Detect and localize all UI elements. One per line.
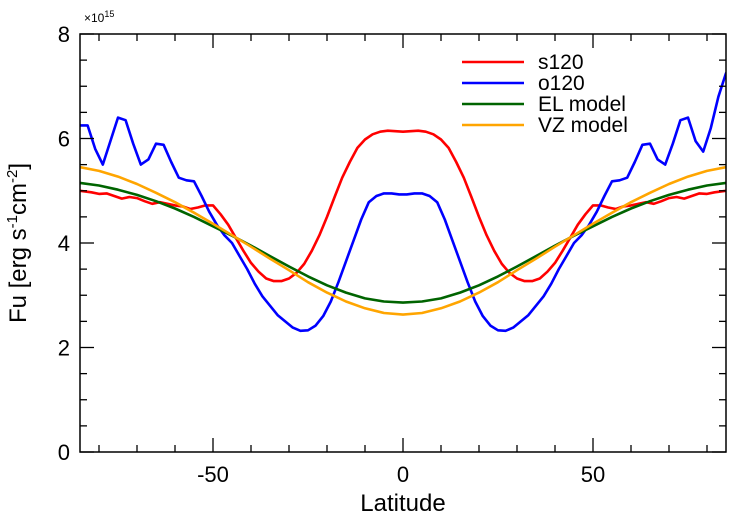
series-line-vz-model [80, 165, 726, 316]
series-layer [80, 71, 726, 333]
y-tick-label: 6 [58, 127, 70, 152]
series-line-s120 [80, 129, 726, 283]
legend-label: s120 [538, 51, 584, 74]
series-line-el-model [80, 181, 726, 304]
y-tick-label: 0 [58, 440, 70, 465]
x-tick-label: 50 [581, 462, 605, 487]
legend-label: EL model [538, 93, 626, 116]
x-axis-title: Latitude [360, 490, 445, 516]
y-tick-label: 8 [58, 22, 70, 47]
plot-frame [79, 33, 727, 453]
x-tick-label: -50 [197, 462, 229, 487]
y-tick-label: 2 [58, 336, 70, 361]
legend-label: VZ model [538, 114, 628, 137]
y-multiplier: ×1015 [84, 9, 114, 25]
series-line-o120 [80, 71, 726, 333]
y-axis-title: Fu [erg s-1cm-2] [4, 163, 32, 323]
y-tick-label: 4 [58, 231, 70, 256]
x-tick-label: 0 [397, 462, 409, 487]
tick-layer: -50 0 50 0 2 4 6 8 [58, 22, 726, 487]
legend-label: o120 [538, 72, 585, 95]
